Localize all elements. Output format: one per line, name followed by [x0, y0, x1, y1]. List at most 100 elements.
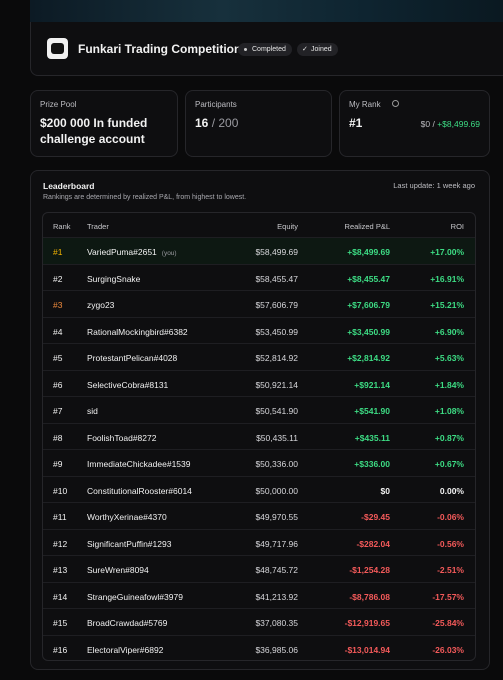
my-pnl: $0 / +$8,499.69: [421, 119, 480, 129]
roi: +6.90%: [434, 326, 464, 337]
realized-pnl: +$8,499.69: [347, 247, 390, 257]
equity: $58,455.47: [255, 273, 298, 284]
leaderboard-row: #2 SurgingSnake $58,455.47 +$8,455.47 +16.91…: [43, 263, 475, 291]
roi: 0.00%: [439, 485, 464, 496]
leaderboard-subtitle: Rankings are determined by realized P&L,…: [43, 194, 247, 201]
leaderboard-row: #16 ElectoralViper#6892 $36,985.06 -$13,014…: [43, 634, 475, 662]
roi: +17.00%: [430, 247, 464, 257]
roi: -0.06%: [437, 512, 464, 522]
leaderboard-row: #3 zygo23 $57,606.79 +$7,606.79 +15.21%: [43, 290, 475, 317]
roi: +0.67%: [434, 459, 464, 469]
realized-pnl: +$3,450.99: [347, 326, 390, 337]
stat-label: My Rank: [349, 100, 381, 109]
stat-value: 16 / 200: [195, 115, 238, 131]
roi: -2.51%: [437, 565, 464, 575]
equity: $49,970.55: [255, 512, 298, 522]
roi: +1.08%: [434, 406, 464, 416]
roi: -0.56%: [437, 538, 464, 549]
you-tag: (you): [161, 250, 177, 257]
equity: $53,450.99: [255, 326, 298, 337]
participants: 16: [195, 116, 209, 130]
leaderboard-row: #1 VariedPuma#2651 (you) $58,499.69 +$8,499.…: [43, 237, 475, 264]
pnl: +$8,499.69: [437, 119, 480, 129]
trader: BroadCrawdad#5769: [87, 618, 168, 628]
rank: #7: [53, 406, 63, 416]
trader: ConstitutionalRooster#6014: [87, 485, 192, 496]
leaderboard-row: #14 StrangeGuineafowl#3979 $41,213.92 -$8,7…: [43, 581, 475, 609]
leaderboard-row: #8 FoolishToad#8272 $50,435.11 +$435.11 +0.8…: [43, 422, 475, 450]
badge: ✓ Joined: [297, 43, 338, 56]
roi: -17.57%: [432, 591, 464, 602]
stat-card: Prize Pool $200 000 In funded challenge …: [30, 90, 178, 157]
stat-label: Participants: [195, 100, 237, 109]
leaderboard-row: #9 ImmediateChickadee#1539 $50,336.00 +$336…: [43, 449, 475, 476]
rank: #14: [53, 591, 68, 602]
stat-label: Prize Pool: [40, 100, 77, 109]
trader: RationalMockingbird#6382: [87, 326, 188, 337]
info-icon[interactable]: [392, 100, 399, 107]
trader: sid: [87, 406, 98, 416]
equity: $58,499.69: [255, 247, 298, 257]
stat-value: #1: [349, 116, 363, 130]
column-header: Realized P&L: [344, 222, 390, 231]
equity: $50,000.00: [255, 485, 298, 496]
rank: #4: [53, 326, 63, 337]
realized-pnl: +$2,814.92: [347, 353, 390, 363]
leaderboard-row: #12 SignificantPuffin#1293 $49,717.96 -$282…: [43, 528, 475, 556]
roi: +1.84%: [434, 379, 464, 390]
equity: $50,921.14: [255, 379, 298, 390]
stat-value: $200 000 In funded challenge account: [40, 116, 148, 146]
column-header: ROI: [450, 222, 464, 231]
trader: StrangeGuineafowl#3979: [87, 591, 183, 602]
realized-pnl: +$8,455.47: [347, 273, 390, 284]
table-header: Rank Trader Equity Realized P&L ROI: [43, 213, 475, 237]
rank: #12: [53, 538, 68, 549]
leaderboard-row: #5 ProtestantPelican#4028 $52,814.92 +$2,81…: [43, 343, 475, 370]
trader: FoolishToad#8272: [87, 432, 157, 443]
rank: #2: [53, 273, 63, 284]
table: Rank Trader Equity Realized P&L ROI #1 Va…: [42, 212, 476, 661]
stat-card: My Rank #1 $0 / +$8,499.69: [339, 90, 490, 157]
leaderboard-title: Leaderboard: [43, 181, 95, 191]
leaderboard-row: #4 RationalMockingbird#6382 $53,450.99 +$3,…: [43, 316, 475, 344]
participants-total: / 200: [211, 116, 239, 130]
leaderboard-row: #13 SureWren#8094 $48,745.72 -$1,254.28 -2.5…: [43, 555, 475, 582]
realized-pnl: $0: [380, 485, 390, 496]
rank: #3: [53, 300, 63, 310]
balance: $0 /: [420, 119, 435, 129]
column-header: Rank: [53, 222, 71, 231]
equity: $52,814.92: [255, 353, 298, 363]
equity: $37,080.35: [255, 618, 298, 628]
rank: #13: [53, 565, 68, 575]
roi: +16.91%: [430, 273, 464, 284]
roi: +5.63%: [434, 353, 464, 363]
realized-pnl: -$12,919.65: [344, 618, 390, 628]
badge-text: Joined: [311, 46, 332, 53]
leaderboard-row: #10 ConstitutionalRooster#6014 $50,000.00 $…: [43, 475, 475, 503]
leaderboard-row: #15 BroadCrawdad#5769 $37,080.35 -$12,919.6…: [43, 608, 475, 635]
rank: #16: [53, 644, 68, 655]
equity: $48,745.72: [255, 565, 298, 575]
trader: SelectiveCobra#8131: [87, 379, 169, 390]
realized-pnl: -$13,014.94: [344, 644, 390, 655]
rank: #1: [53, 247, 63, 257]
realized-pnl: -$8,786.08: [349, 591, 390, 602]
logo: [47, 38, 68, 59]
trader: WorthyXerinae#4370: [87, 512, 167, 522]
realized-pnl: -$282.04: [356, 538, 390, 549]
rank: #6: [53, 379, 63, 390]
realized-pnl: +$7,606.79: [347, 300, 390, 310]
equity: $50,435.11: [256, 432, 298, 443]
column-header: Equity: [277, 222, 298, 231]
equity: $50,541.90: [255, 406, 298, 416]
trader: SignificantPuffin#1293: [87, 538, 172, 549]
equity: $36,985.06: [255, 644, 298, 655]
rank: #8: [53, 432, 63, 443]
equity: $49,717.96: [255, 538, 298, 549]
realized-pnl: -$29.45: [361, 512, 390, 522]
trader: ProtestantPelican#4028: [87, 353, 178, 363]
realized-pnl: +$336.00: [354, 459, 390, 469]
roi: +0.87%: [434, 432, 464, 443]
badge: Completed: [238, 43, 292, 56]
